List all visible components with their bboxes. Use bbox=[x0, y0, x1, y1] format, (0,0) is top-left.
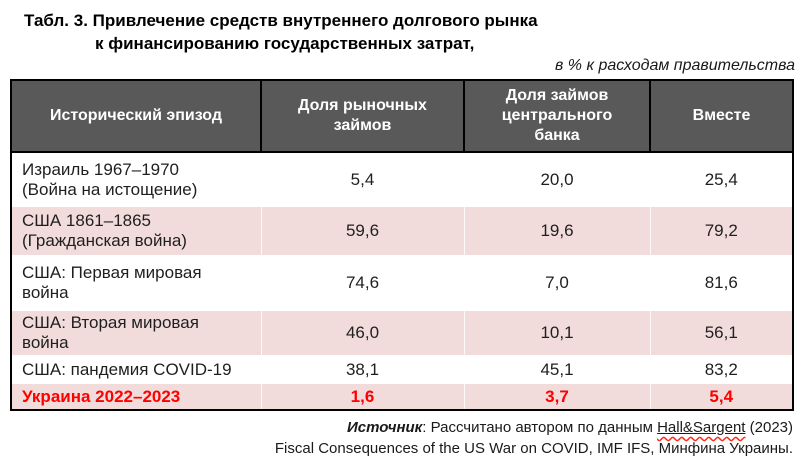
source-line-1: Источник: Рассчитано автором по данным H… bbox=[0, 417, 793, 438]
table-row-usa-ww2: США: Вторая мировая война 46,0 10,1 56,1 bbox=[11, 311, 793, 355]
total-cell: 83,2 bbox=[649, 355, 793, 384]
header-total: Вместе bbox=[649, 79, 794, 153]
source-text: : Рассчитано автором по данным bbox=[422, 419, 658, 436]
source-label: Источник bbox=[347, 419, 423, 436]
table-row-ukraine: Украина 2022–2023 1,6 3,7 5,4 bbox=[11, 384, 793, 410]
source-line-2: Fiscal Consequences of the US War on COV… bbox=[274, 440, 793, 457]
central-bank-cell: 45,1 bbox=[463, 355, 650, 384]
table-row-usa-ww1: США: Первая мировая война 74,6 7,0 81,6 bbox=[11, 255, 793, 311]
market-share-cell: 38,1 bbox=[260, 355, 464, 384]
table-body: Израиль 1967–1970 (Война на истощение) 5… bbox=[11, 152, 793, 410]
market-share-cell: 1,6 bbox=[260, 384, 464, 410]
market-share-cell: 59,6 bbox=[260, 207, 464, 255]
table-row-usa-covid: США: пандемия COVID-19 38,1 45,1 83,2 bbox=[11, 355, 793, 384]
title-line-1: Табл. 3. Привлечение средств внутреннего… bbox=[24, 11, 538, 30]
title-line-2: к финансированию государственных затрат, bbox=[95, 34, 475, 53]
episode-cell: Израиль 1967–1970 (Война на истощение) bbox=[22, 160, 198, 199]
total-cell: 25,4 bbox=[649, 152, 793, 207]
header-central-bank-share: Доля займов центрального банка bbox=[463, 79, 651, 153]
total-cell: 79,2 bbox=[649, 207, 793, 255]
market-share-cell: 74,6 bbox=[260, 255, 464, 311]
central-bank-cell: 10,1 bbox=[463, 311, 650, 355]
unit-note: в % к расходам правительства bbox=[555, 57, 795, 74]
table-title: Табл. 3. Привлечение средств внутреннего… bbox=[0, 0, 801, 55]
total-cell: 81,6 bbox=[649, 255, 793, 311]
header-episode: Исторический эпизод bbox=[10, 79, 262, 153]
central-bank-cell: 7,0 bbox=[463, 255, 650, 311]
total-cell: 5,4 bbox=[649, 384, 793, 410]
episode-cell: США 1861–1865 (Гражданская война) bbox=[11, 207, 261, 255]
total-cell: 56,1 bbox=[649, 311, 793, 355]
debt-financing-table: Исторический эпизод Доля рыночных займов… bbox=[10, 79, 794, 411]
source-reference: Hall&Sargent bbox=[657, 419, 746, 436]
table-row-israel: Израиль 1967–1970 (Война на истощение) 5… bbox=[11, 152, 793, 207]
central-bank-cell: 20,0 bbox=[463, 152, 650, 207]
market-share-cell: 46,0 bbox=[260, 311, 464, 355]
episode-cell: США: Вторая мировая война bbox=[11, 311, 261, 355]
table-header: Исторический эпизод Доля рыночных займов… bbox=[10, 79, 794, 153]
episode-cell: США: пандемия COVID-19 bbox=[22, 359, 232, 379]
central-bank-cell: 3,7 bbox=[463, 384, 650, 410]
source-note: Источник: Рассчитано автором по данным H… bbox=[0, 417, 801, 459]
source-reference-underline: Hall&Sargent bbox=[657, 419, 745, 436]
table-row-usa-civil-war: США 1861–1865 (Гражданская война) 59,6 1… bbox=[11, 207, 793, 255]
episode-cell: США: Первая мировая война bbox=[22, 263, 202, 302]
market-share-cell: 5,4 bbox=[260, 152, 464, 207]
source-year: (2023) bbox=[745, 419, 793, 436]
central-bank-cell: 19,6 bbox=[463, 207, 650, 255]
episode-cell: Украина 2022–2023 bbox=[11, 384, 261, 410]
header-market-share: Доля рыночных займов bbox=[260, 79, 465, 153]
header-row: Исторический эпизод Доля рыночных займов… bbox=[10, 79, 794, 153]
